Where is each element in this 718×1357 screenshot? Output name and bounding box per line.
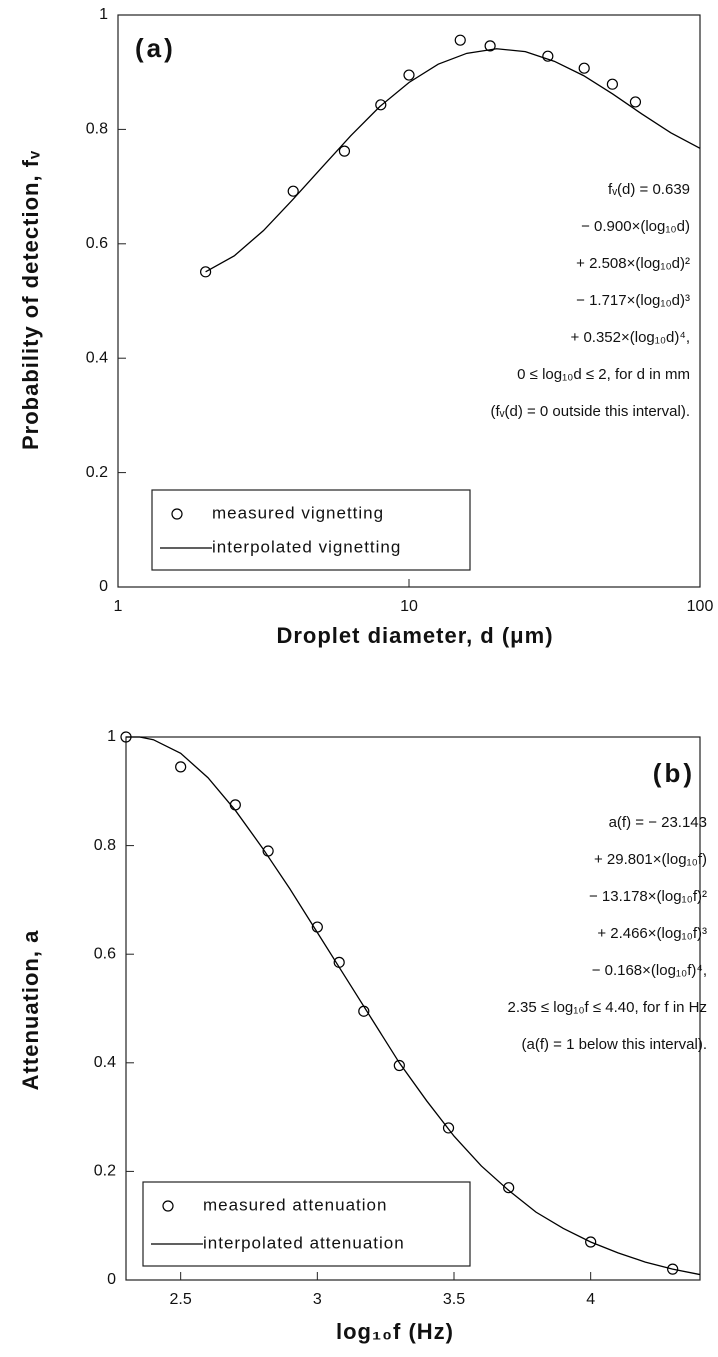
data-point (578, 62, 590, 74)
y-tick-label: 0.2 (94, 1163, 116, 1180)
x-tick-label: 100 (687, 598, 714, 615)
x-tick-label: 3.5 (443, 1291, 465, 1308)
x-axis-label: log₁₀f (Hz) (336, 1319, 454, 1344)
y-tick-label: 1 (99, 6, 108, 23)
x-tick-label: 2.5 (170, 1291, 192, 1308)
data-point (403, 69, 415, 81)
legend-label: measured vignetting (212, 503, 384, 522)
equation-line: + 2.508×(log₁₀d)² (576, 255, 690, 272)
legend-label: interpolated vignetting (212, 537, 401, 556)
y-tick-label: 0.2 (86, 464, 108, 481)
panel-title: (a) (135, 33, 176, 63)
data-point (338, 145, 351, 157)
fit-curve (126, 736, 701, 1276)
y-tick-label: 0.4 (94, 1054, 116, 1071)
data-point (287, 185, 299, 197)
data-point (199, 266, 212, 278)
data-point (454, 34, 466, 46)
y-tick-label: 0.8 (86, 121, 108, 138)
legend-label: interpolated attenuation (203, 1233, 405, 1252)
y-tick-label: 0.6 (86, 235, 108, 252)
equation-line: 2.35 ≤ log₁₀f ≤ 4.40, for f in Hz (507, 999, 707, 1016)
legend-label: measured attenuation (203, 1195, 387, 1214)
panel-title: (b) (653, 758, 695, 788)
equation-line: fᵥ(d) = 0.639 (608, 181, 690, 198)
legend-marker (171, 508, 183, 520)
data-point (629, 96, 642, 108)
legend-box (151, 489, 471, 571)
x-tick-label: 3 (313, 1291, 322, 1308)
x-tick-label: 10 (400, 598, 418, 615)
equation-line: (fᵥ(d) = 0 outside this interval). (491, 403, 690, 420)
y-tick-label: 0.6 (94, 945, 116, 962)
data-point (503, 1182, 515, 1194)
data-point (393, 1059, 405, 1072)
y-tick-label: 0.4 (86, 349, 108, 366)
equation-line: − 0.168×(log₁₀f)⁴, (592, 962, 707, 979)
data-point (484, 40, 496, 52)
fit-curve (205, 48, 701, 273)
y-axis-label: Probability of detection, fᵥ (18, 150, 43, 450)
data-point (667, 1263, 679, 1275)
x-axis-label: Droplet diameter, d (μm) (276, 623, 553, 648)
data-point (585, 1236, 597, 1248)
y-tick-label: 0 (99, 578, 108, 595)
equation-line: + 0.352×(log₁₀d)⁴, (571, 329, 690, 346)
y-axis-label: Attenuation, a (18, 930, 43, 1091)
equation-line: a(f) = − 23.143 (609, 814, 707, 831)
y-tick-label: 0 (107, 1271, 116, 1288)
equation-line: (a(f) = 1 below this interval). (522, 1036, 708, 1053)
equation-line: − 0.900×(log₁₀d) (581, 218, 690, 235)
data-point (606, 78, 619, 90)
data-point (542, 50, 554, 62)
y-tick-label: 1 (107, 728, 116, 745)
legend-box (142, 1181, 471, 1267)
x-tick-label: 4 (586, 1291, 595, 1308)
x-tick-label: 1 (114, 598, 123, 615)
equation-line: + 29.801×(log₁₀f) (594, 851, 707, 868)
data-point (229, 799, 241, 811)
equation-line: − 13.178×(log₁₀f)² (589, 888, 707, 905)
equation-line: 0 ≤ log₁₀d ≤ 2, for d in mm (517, 366, 690, 383)
y-tick-label: 0.8 (94, 837, 116, 854)
data-point (375, 99, 387, 111)
plot-frame (125, 736, 701, 1281)
data-point (175, 761, 187, 773)
equation-line: − 1.717×(log₁₀d)³ (576, 292, 690, 309)
data-point (442, 1122, 455, 1134)
legend-marker (162, 1200, 174, 1212)
equation-line: + 2.466×(log₁₀f)³ (597, 925, 707, 942)
